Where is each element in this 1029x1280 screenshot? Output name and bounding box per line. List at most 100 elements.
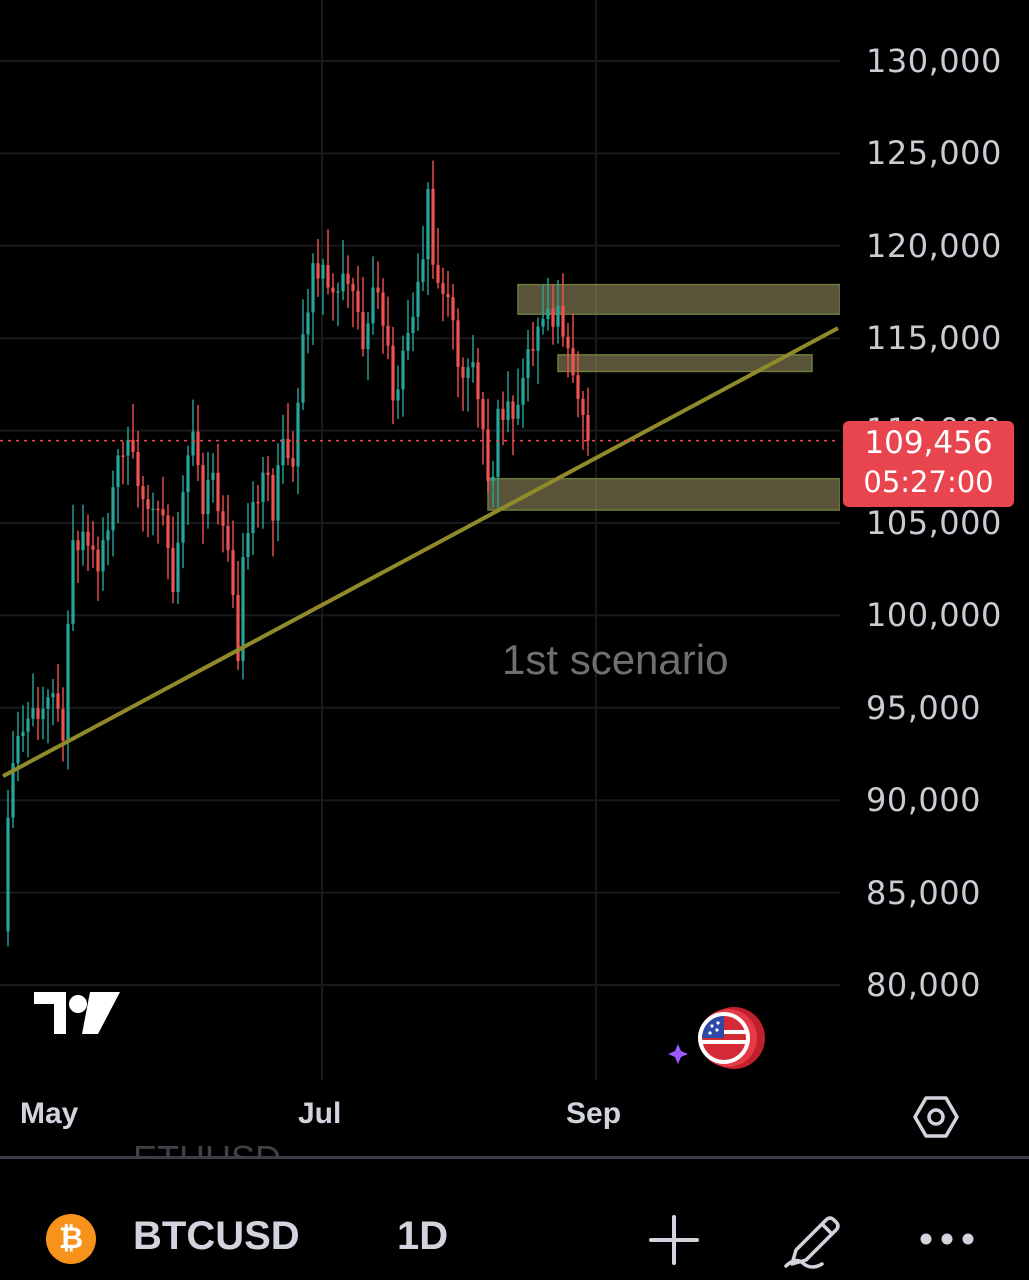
candle-body <box>576 375 580 399</box>
candle-body <box>46 697 50 709</box>
y-tick-125000: 125,000 <box>866 134 1002 172</box>
candle-body <box>571 348 575 376</box>
candle-body <box>6 817 10 932</box>
x-tick-may: May <box>20 1097 79 1130</box>
chart-area[interactable] <box>0 0 840 1080</box>
candle-body <box>36 708 40 719</box>
candle-body <box>466 367 470 378</box>
candle-body <box>11 763 15 818</box>
candle-body <box>81 531 85 551</box>
drawing-tools-pen-icon[interactable] <box>782 1206 844 1275</box>
candle-body <box>31 708 35 719</box>
candle-body <box>416 281 420 317</box>
candle-body <box>201 465 205 515</box>
candle-body <box>231 550 235 595</box>
candle-body <box>126 439 130 456</box>
candle-body <box>316 263 320 279</box>
candle-body <box>286 438 290 459</box>
candle-body <box>541 318 545 327</box>
current-price-badge: 109,456 05:27:00 <box>843 421 1014 507</box>
chart-svg[interactable] <box>0 0 840 1080</box>
candle-body <box>246 533 250 558</box>
candle-body <box>311 263 315 313</box>
candle-body <box>411 316 415 334</box>
candle-body <box>366 323 370 350</box>
us-flag-news-icon[interactable] <box>664 1004 772 1077</box>
ghost-symbol-label: ETHUSD <box>133 1138 281 1158</box>
y-tick-100000: 100,000 <box>866 596 1002 634</box>
candle-body <box>111 487 115 531</box>
y-tick-90000: 90,000 <box>866 781 981 819</box>
candle-body <box>186 455 190 493</box>
candle-body <box>236 594 240 662</box>
candle-body <box>446 293 450 298</box>
candle-body <box>511 401 515 419</box>
candle-body <box>421 259 425 282</box>
candle-body <box>406 333 410 351</box>
candle-body <box>141 486 145 500</box>
candle-body <box>251 501 255 534</box>
panel-divider <box>0 1156 1029 1159</box>
candle-body <box>506 401 510 420</box>
x-tick-sep: Sep <box>566 1097 622 1130</box>
candle-body <box>471 362 475 368</box>
supply-demand-zone <box>557 354 813 373</box>
chart-settings-icon[interactable] <box>912 1093 960 1146</box>
candle-body <box>21 731 25 737</box>
interval-button[interactable]: 1D <box>397 1214 449 1258</box>
supply-demand-zone <box>487 477 840 511</box>
bitcoin-icon[interactable]: ₿ <box>46 1214 96 1264</box>
candle-body <box>296 402 300 467</box>
candle-body <box>96 549 100 572</box>
candle-body <box>516 404 520 419</box>
candle-body <box>151 508 155 511</box>
candle-body <box>291 458 295 467</box>
candle-body <box>166 515 170 548</box>
candle-body <box>431 188 435 265</box>
candle-body <box>551 308 555 327</box>
candle-body <box>461 366 465 378</box>
candle-body <box>161 509 165 516</box>
candle-body <box>491 476 495 482</box>
candle-body <box>486 429 490 482</box>
candle-body <box>211 472 215 480</box>
candle-body <box>121 455 125 457</box>
candle-body <box>561 305 565 337</box>
candle-body <box>386 325 390 346</box>
candle-body <box>476 362 480 400</box>
candle-body <box>26 718 30 732</box>
candle-body <box>176 542 180 593</box>
add-button-plus-icon[interactable] <box>648 1214 700 1271</box>
more-options-icon[interactable] <box>918 1226 976 1257</box>
symbol-button[interactable]: BTCUSD <box>133 1214 300 1258</box>
supply-demand-zone <box>517 283 840 315</box>
tradingview-logo-icon <box>32 990 122 1041</box>
candle-body <box>116 455 120 488</box>
candle-body <box>381 292 385 326</box>
y-tick-95000: 95,000 <box>866 689 981 727</box>
candle-body <box>376 287 380 293</box>
candle-body <box>526 349 530 379</box>
candle-body <box>326 265 330 288</box>
candle-body <box>581 398 585 416</box>
candle-body <box>86 531 90 546</box>
candle-countdown: 05:27:00 <box>863 465 994 499</box>
candle-body <box>71 540 75 624</box>
candle-body <box>191 431 195 456</box>
candle-body <box>331 287 335 293</box>
candle-body <box>61 708 65 741</box>
candle-body <box>351 283 355 291</box>
scenario-annotation[interactable]: 1st scenario <box>502 636 729 683</box>
candle-body <box>521 378 525 405</box>
y-tick-120000: 120,000 <box>866 227 1002 265</box>
candle-body <box>341 273 345 292</box>
candle-body <box>441 282 445 294</box>
candle-body <box>301 334 305 403</box>
candle-body <box>171 547 175 593</box>
candle-body <box>501 408 505 420</box>
candle-body <box>271 475 275 521</box>
candle-body <box>101 540 105 572</box>
candle-body <box>456 320 460 367</box>
candle-body <box>371 287 375 324</box>
candle-body <box>146 499 150 510</box>
